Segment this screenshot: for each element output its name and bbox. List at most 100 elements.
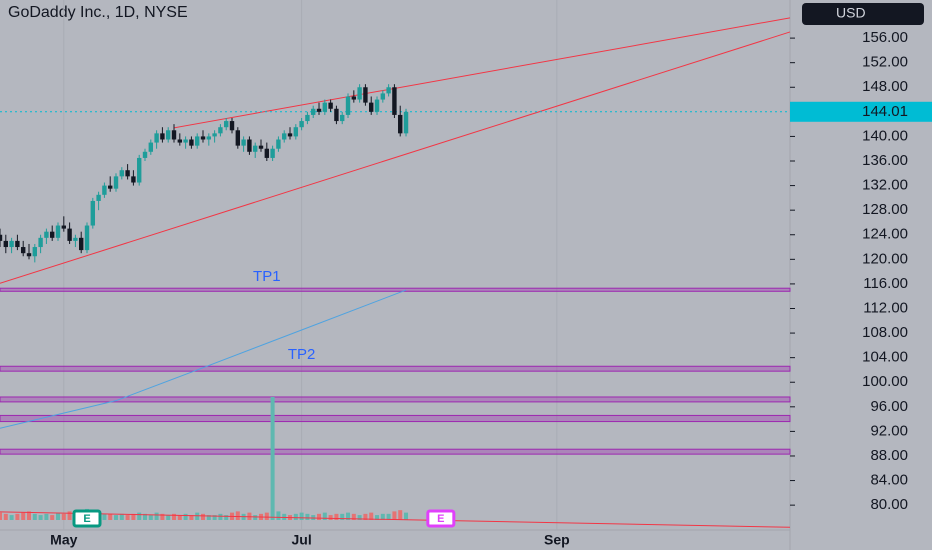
candle-body [113,176,119,189]
volume-bar [102,513,107,520]
earnings-marker [426,509,456,528]
candle-body [305,114,310,122]
candle-body [102,185,107,195]
candle-body [108,185,113,189]
volume-bar [375,515,380,520]
y-tick-label: 124.00 [862,226,908,243]
y-tick-label: 116.00 [863,275,908,292]
x-tick-label: May [50,532,77,548]
volume-bar [317,513,322,520]
volume-bar [386,513,391,520]
volume-bar [351,513,356,520]
volume-bar [212,515,217,520]
candle-body [398,114,403,134]
target-zone [0,396,791,403]
chart-title: GoDaddy Inc., 1D, NYSE [8,4,188,21]
candle-body [363,87,368,103]
volume-bar [363,513,368,520]
candle-body [386,87,391,94]
volume-bar [276,511,281,520]
y-tick-label: 128.00 [862,201,908,218]
candle-body [293,127,299,137]
candle-body [282,133,287,140]
candle-body [380,93,386,100]
volume-bar [172,513,177,520]
target-zone [0,448,791,455]
y-tick-label: 140.00 [862,127,908,144]
currency[interactable]: USD [836,5,866,21]
zone-label: TP1 [253,268,281,285]
volume-bar [293,513,298,520]
candle-body [229,121,235,131]
volume-bar [148,515,153,520]
candle-body [235,130,241,146]
x-tick-label: Jul [291,532,311,548]
candle-body [351,96,357,100]
volume-bar [195,512,200,520]
candle-body [50,231,55,238]
y-tick-label: 156.00 [862,29,908,46]
candle-body [247,139,252,152]
candle-body [15,240,20,248]
candle-body [374,99,380,112]
y-tick-label: 80.00 [870,496,908,513]
volume-bar [299,512,304,520]
candle-body [212,133,217,137]
volume-bar [340,513,345,520]
volume-bar [32,513,37,520]
candle-body [287,133,293,137]
volume-bar [50,515,55,520]
candle-body [403,111,409,134]
y-tick-label: 108.00 [862,324,908,341]
volume-bar [61,513,66,520]
volume-bar [125,515,130,520]
candle-body [322,102,328,112]
target-zone [0,365,791,372]
volume-bar [131,513,136,520]
candle-body [38,237,43,248]
y-tick-label: 152.00 [862,54,908,71]
candle-body [177,139,183,143]
candle-body [96,194,101,201]
candle-body [26,253,32,257]
earnings-label: E [83,513,90,525]
currency-box[interactable] [802,3,924,25]
volume-bar [15,513,20,520]
volume-bar [67,511,72,520]
earnings-label: E [437,513,444,525]
trendline [173,17,791,129]
candle-body [276,139,281,149]
candle-body [21,247,26,254]
y-tick-label: 104.00 [862,349,908,366]
candle-body [264,148,270,158]
candle-body [334,108,339,122]
volume-bar [264,512,269,520]
volume-bar [206,515,211,520]
volume-bar [328,515,333,520]
candle-body [195,136,200,146]
volume-bar [9,515,14,520]
y-tick-label: 132.00 [862,177,908,194]
candle-body [90,200,96,226]
candle-body [154,133,159,143]
candle-body [392,87,397,115]
volume-bar [369,512,374,520]
volume-bar [201,513,206,520]
earnings-marker [72,509,102,528]
candle-body [357,87,362,100]
candle-body [189,139,194,146]
y-tick-label: 112.00 [863,299,908,316]
volume-bar [177,515,182,520]
candle-body [131,176,136,183]
volume-bar [38,515,43,520]
volume-bar [270,397,275,520]
candle-body [142,151,148,158]
volume-bar [154,512,159,520]
candle-body [67,228,72,241]
x-tick-label: Sep [544,532,570,548]
volume-bar [380,513,385,520]
volume-bar [114,515,119,520]
candle-body [55,225,61,238]
candle-body [369,102,374,112]
